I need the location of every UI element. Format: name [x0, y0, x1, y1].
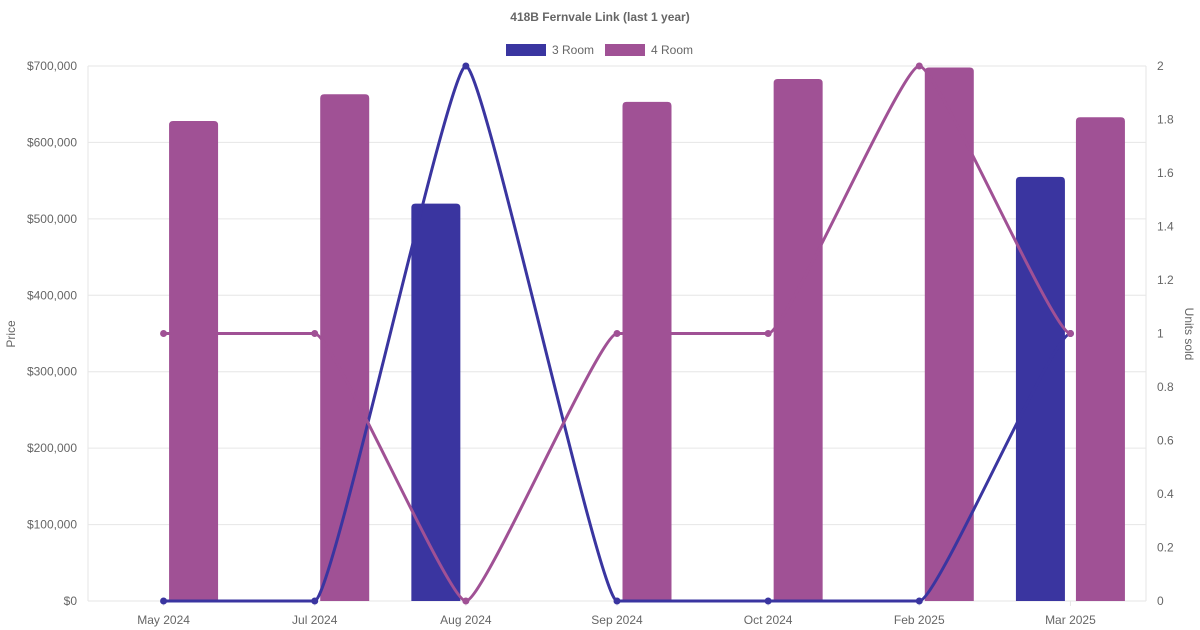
bar-4-room-sep-2024[interactable]: [622, 101, 672, 602]
y-tick-label: $200,000: [27, 441, 77, 455]
bar-4-room-may-2024[interactable]: [169, 121, 219, 602]
y-axis-left-ticks: $0 $100,000 $200,000 $300,000 $400,000 $500,0…: [27, 59, 77, 608]
y-tick-label: $400,000: [27, 288, 77, 302]
point-3-room-sep-2024[interactable]: [613, 597, 621, 605]
point-4-room-mar-2025[interactable]: [1066, 330, 1074, 337]
x-tick-label-may-2024: May 2024: [137, 613, 190, 627]
y2-tick-label: 1.8: [1157, 113, 1174, 127]
legend-swatch-4-room[interactable]: [605, 44, 645, 56]
y2-tick-label: 0.8: [1157, 380, 1174, 394]
bar-4-room-mar-2025[interactable]: [1075, 117, 1125, 601]
y2-tick-label: 1.2: [1157, 273, 1174, 287]
y-tick-label: $600,000: [27, 135, 77, 149]
y-tick-label: $500,000: [27, 212, 77, 226]
y-tick-label: $700,000: [27, 59, 77, 73]
bar-3-room-mar-2025[interactable]: [1015, 176, 1065, 602]
y-tick-label: $100,000: [27, 518, 77, 532]
x-tick-label-sep-2024: Sep 2024: [591, 613, 643, 627]
y2-tick-label: 2: [1157, 59, 1164, 73]
point-3-room-oct-2024[interactable]: [764, 597, 772, 605]
chart-title: 418B Fernvale Link (last 1 year): [510, 10, 689, 24]
x-tick-label-oct-2024: Oct 2024: [744, 613, 793, 627]
y2-tick-label: 0.4: [1157, 487, 1174, 501]
gridlines: [87, 65, 1147, 602]
y-axis-right-title: Units sold: [1182, 308, 1196, 361]
point-3-room-may-2024[interactable]: [160, 597, 168, 605]
legend-label-3-room[interactable]: 3 Room: [552, 43, 594, 57]
x-tick-label-jul-2024: Jul 2024: [292, 613, 338, 627]
point-4-room-may-2024[interactable]: [160, 330, 168, 337]
point-3-room-jul-2024[interactable]: [311, 597, 319, 605]
y2-tick-label: 1.6: [1157, 166, 1174, 180]
y2-tick-label: 1: [1157, 327, 1164, 341]
point-4-room-feb-2025[interactable]: [915, 62, 923, 70]
y-axis-left-title: Price: [4, 320, 18, 348]
unit-lines: [160, 62, 1074, 605]
y-axis-right-ticks: 0 0.2 0.4 0.6 0.8 1 1.2 1.4 1.6 1.8 2: [1157, 59, 1174, 608]
y2-tick-label: 0: [1157, 594, 1164, 608]
y2-tick-label: 0.6: [1157, 434, 1174, 448]
legend-swatch-3-room[interactable]: [506, 44, 546, 56]
point-4-room-jul-2024[interactable]: [311, 330, 319, 337]
bar-3-room-aug-2024[interactable]: [411, 203, 461, 602]
legend-label-4-room[interactable]: 4 Room: [651, 43, 693, 57]
point-4-room-sep-2024[interactable]: [613, 330, 621, 337]
point-3-room-feb-2025[interactable]: [915, 597, 923, 605]
y-tick-label: $300,000: [27, 365, 77, 379]
legend[interactable]: 3 Room 4 Room: [506, 43, 693, 57]
y2-tick-label: 0.2: [1157, 541, 1174, 555]
bars: [169, 67, 1125, 602]
x-axis-ticks: May 2024 Jul 2024 Aug 2024 Sep 2024 Oct 2024…: [137, 601, 1096, 627]
point-4-room-aug-2024[interactable]: [462, 597, 470, 605]
y-tick-label: $0: [64, 594, 78, 608]
point-3-room-aug-2024[interactable]: [462, 62, 470, 70]
x-tick-label-mar-2025: Mar 2025: [1045, 613, 1096, 627]
x-tick-label-aug-2024: Aug 2024: [440, 613, 492, 627]
bar-4-room-oct-2024[interactable]: [773, 78, 823, 601]
y2-tick-label: 1.4: [1157, 220, 1174, 234]
point-4-room-oct-2024[interactable]: [764, 330, 772, 337]
bar-4-room-feb-2025[interactable]: [924, 67, 974, 602]
bar-4-room-jul-2024[interactable]: [320, 94, 370, 602]
x-tick-label-feb-2025: Feb 2025: [894, 613, 945, 627]
